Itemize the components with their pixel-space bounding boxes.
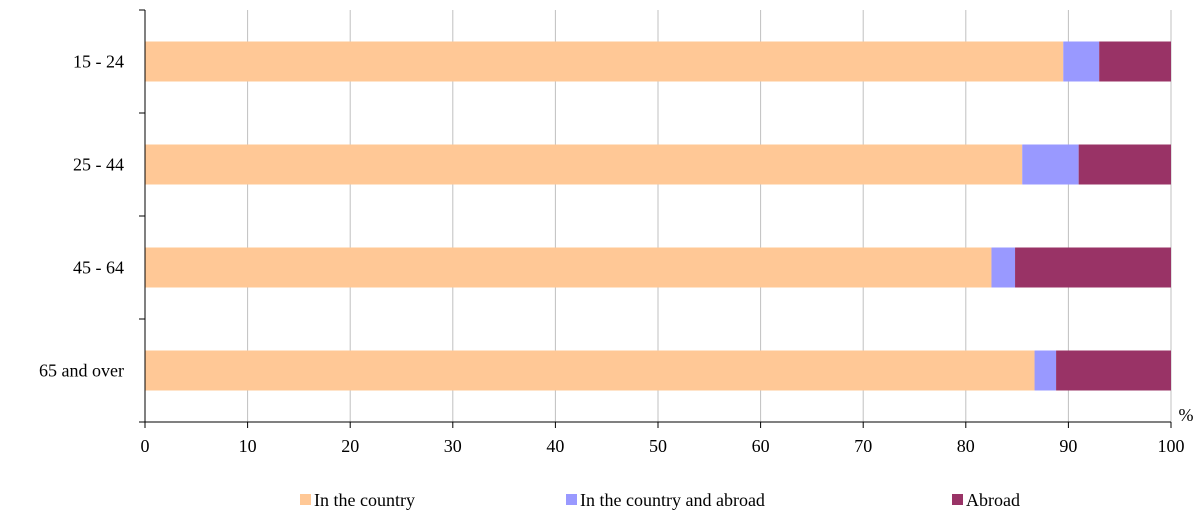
legend-label-1: In the country — [314, 490, 415, 510]
bar-segment-1 — [145, 350, 1035, 391]
x-tick-label: 30 — [444, 436, 462, 456]
bars — [145, 41, 1171, 391]
y-category-label: 45 - 64 — [73, 258, 124, 278]
legend-label-2: In the country and abroad — [580, 490, 765, 510]
x-tick-label: 20 — [341, 436, 359, 456]
x-tick-label: 90 — [1059, 436, 1077, 456]
bar-segment-3 — [1078, 144, 1171, 185]
bar-segment-3 — [1015, 247, 1171, 288]
bar-segment-2 — [1063, 41, 1100, 82]
bar-segment-3 — [1099, 41, 1171, 82]
x-tick-label: 40 — [546, 436, 564, 456]
y-category-label: 25 - 44 — [73, 155, 124, 175]
x-tick-label: 80 — [957, 436, 975, 456]
x-tick-label: 50 — [649, 436, 667, 456]
bar-segment-2 — [1034, 350, 1057, 391]
legend-swatch-1 — [300, 494, 311, 505]
x-tick-label: 70 — [854, 436, 872, 456]
legend-label-3: Abroad — [966, 490, 1020, 510]
x-tick-label: 0 — [141, 436, 150, 456]
legend: In the country In the country and abroad A… — [300, 490, 1020, 510]
x-tick-label: 100 — [1158, 436, 1185, 456]
bar-segment-1 — [145, 144, 1023, 185]
x-axis-unit-label: % — [1179, 405, 1194, 425]
bar-segment-1 — [145, 247, 992, 288]
bar-segment-2 — [991, 247, 1016, 288]
axes: 0 10 20 30 40 50 60 70 80 90 100 15 - 24 25 - 44 45 -… — [39, 9, 1185, 456]
x-tick-label: 10 — [239, 436, 257, 456]
legend-swatch-3 — [952, 494, 963, 505]
legend-swatch-2 — [566, 494, 577, 505]
y-category-label: 65 and over — [39, 361, 124, 381]
x-tick-label: 60 — [752, 436, 770, 456]
bar-segment-2 — [1022, 144, 1079, 185]
bar-segment-1 — [145, 41, 1064, 82]
bar-segment-3 — [1056, 350, 1171, 391]
y-category-label: 15 - 24 — [73, 52, 124, 72]
